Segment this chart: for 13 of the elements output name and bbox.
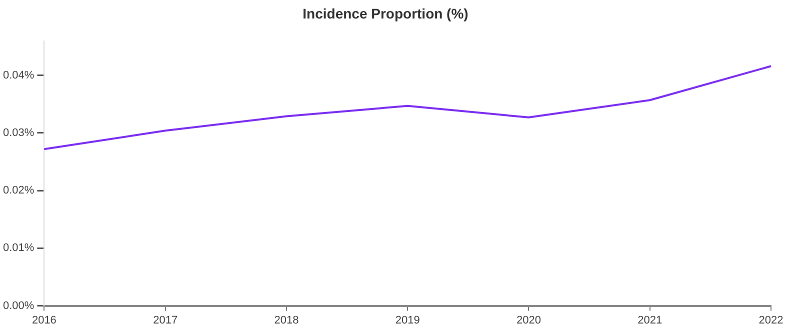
chart-title: Incidence Proportion (%) (302, 5, 468, 22)
x-tick-label: 2017 (153, 314, 178, 326)
x-tick-label: 2016 (32, 314, 56, 326)
y-tick-label: 0.03% (2, 127, 34, 140)
y-tick-label: 0.00% (2, 300, 34, 312)
x-tick-label: 2021 (638, 314, 662, 326)
x-tick-label: 2018 (274, 314, 299, 326)
x-tick-label: 2019 (395, 314, 420, 326)
x-tick-label: 2022 (758, 314, 784, 326)
y-tick-label: 0.01% (2, 242, 34, 254)
x-tick-label: 2020 (516, 314, 541, 326)
y-tick-label: 0.02% (2, 184, 34, 197)
y-tick-label: 0.04% (2, 69, 34, 82)
